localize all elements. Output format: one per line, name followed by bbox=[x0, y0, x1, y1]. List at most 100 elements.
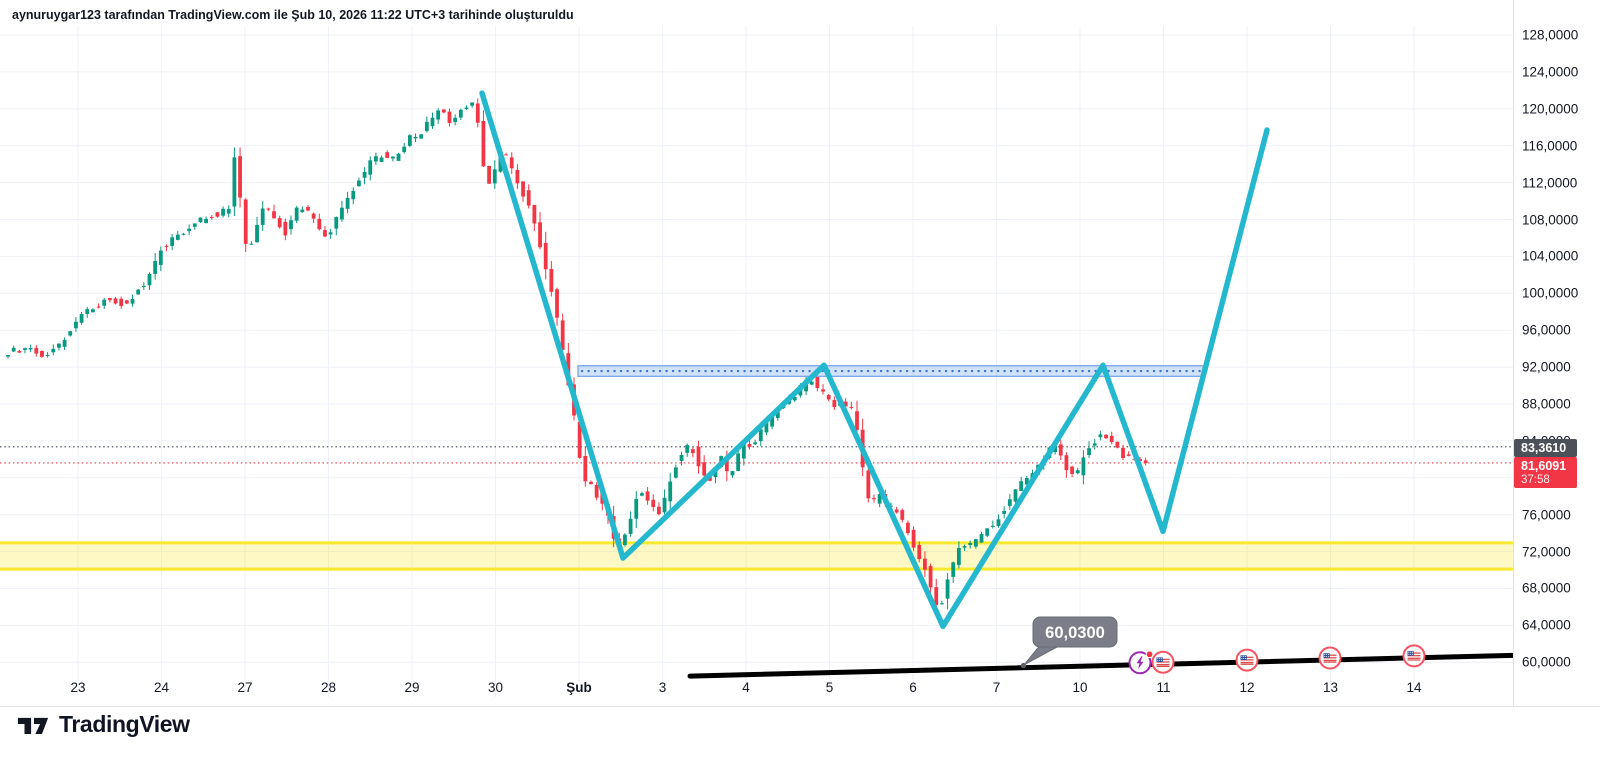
candle bbox=[79, 311, 84, 325]
tooltip-bubble bbox=[1032, 616, 1118, 648]
candle bbox=[543, 231, 548, 280]
candle bbox=[419, 134, 424, 139]
candle bbox=[973, 539, 978, 549]
candle bbox=[277, 215, 282, 229]
time-tick-label: 14 bbox=[1406, 680, 1422, 695]
candle bbox=[662, 489, 667, 515]
candle bbox=[504, 152, 508, 156]
candle bbox=[328, 228, 333, 239]
time-tick-label: 11 bbox=[1156, 680, 1171, 695]
candle bbox=[475, 98, 480, 128]
candle bbox=[758, 428, 763, 447]
yellow-zone-drawing[interactable] bbox=[0, 541, 1513, 571]
candle bbox=[679, 451, 684, 466]
candle bbox=[645, 486, 650, 505]
us-economic-event-icon[interactable] bbox=[1235, 648, 1259, 672]
candle bbox=[130, 294, 135, 307]
axis-separator-vertical bbox=[1513, 0, 1514, 706]
us-flag-icon bbox=[1240, 655, 1254, 665]
candle bbox=[23, 347, 27, 354]
candle bbox=[979, 531, 984, 543]
candle bbox=[906, 520, 910, 536]
candle bbox=[85, 306, 90, 319]
candle bbox=[1126, 451, 1131, 457]
time-tick-label: 13 bbox=[1322, 680, 1339, 695]
candle bbox=[470, 102, 475, 108]
candles-layer bbox=[6, 98, 1148, 613]
candle bbox=[951, 561, 956, 583]
candle bbox=[74, 316, 78, 332]
candle bbox=[1143, 457, 1148, 466]
candle bbox=[1109, 431, 1114, 445]
time-tick-label: 23 bbox=[70, 680, 86, 695]
candle bbox=[170, 233, 175, 251]
candle bbox=[583, 447, 588, 487]
candle bbox=[96, 303, 101, 309]
candle bbox=[928, 563, 933, 595]
us-economic-event-icon[interactable] bbox=[1151, 650, 1175, 674]
blue-zone-drawing[interactable] bbox=[577, 365, 1206, 377]
candle bbox=[51, 344, 56, 356]
candle bbox=[492, 160, 497, 189]
candle bbox=[323, 226, 327, 238]
us-economic-event-icon[interactable] bbox=[1402, 644, 1426, 668]
candle bbox=[153, 253, 158, 280]
candle bbox=[340, 200, 344, 222]
candle bbox=[226, 205, 231, 218]
price-tick-label: 60,0000 bbox=[1522, 654, 1571, 670]
candle bbox=[119, 296, 124, 309]
candle bbox=[1104, 434, 1108, 440]
last-price-label: 81,6091 37:58 bbox=[1514, 457, 1577, 488]
candle bbox=[272, 204, 276, 219]
candle bbox=[249, 241, 254, 245]
candle bbox=[1019, 476, 1024, 492]
candle bbox=[1075, 467, 1080, 475]
candle bbox=[549, 260, 554, 297]
us-flag-icon bbox=[1407, 651, 1421, 661]
candle bbox=[685, 443, 690, 457]
price-tick-label: 104,0000 bbox=[1522, 248, 1579, 264]
candle bbox=[1070, 465, 1074, 478]
candle bbox=[826, 394, 831, 402]
last-price-value: 81,6091 bbox=[1521, 459, 1567, 473]
candle bbox=[317, 213, 322, 231]
candle bbox=[379, 155, 384, 163]
candle bbox=[651, 494, 656, 512]
candle bbox=[640, 491, 644, 497]
candle bbox=[730, 470, 735, 478]
zigzag-pattern-drawing[interactable] bbox=[479, 90, 1270, 630]
candle bbox=[968, 540, 973, 549]
price-axis[interactable]: 128,0000 124,0000 120,0000 116,0000 112,0000… bbox=[1513, 0, 1600, 706]
candle bbox=[57, 343, 61, 351]
flash-event-icon[interactable] bbox=[1128, 650, 1154, 675]
candle bbox=[866, 462, 871, 503]
candle bbox=[441, 109, 446, 114]
tradingview-logo[interactable]: TradingView bbox=[16, 711, 190, 738]
candle bbox=[300, 206, 305, 213]
price-tick-label: 88,0000 bbox=[1522, 396, 1571, 412]
candle bbox=[747, 439, 752, 450]
candle bbox=[28, 344, 33, 353]
candle bbox=[204, 216, 208, 224]
candle bbox=[1098, 430, 1103, 441]
candle bbox=[232, 147, 237, 217]
time-axis[interactable]: 23 24 27 28 29 30 Şub 3 4 5 6 7 10 11 12 13 14 bbox=[0, 676, 1513, 706]
candle bbox=[385, 150, 390, 159]
candle bbox=[311, 212, 316, 223]
trendline-drawing[interactable] bbox=[687, 652, 1516, 679]
candle bbox=[136, 289, 141, 295]
candle bbox=[334, 216, 339, 236]
alert-price-label[interactable]: 83,3610 bbox=[1514, 439, 1577, 457]
candle bbox=[940, 600, 944, 605]
price-tick-label: 92,0000 bbox=[1522, 359, 1571, 375]
candle bbox=[62, 337, 67, 351]
time-tick-label: 10 bbox=[1072, 680, 1088, 695]
us-economic-event-icon[interactable] bbox=[1318, 646, 1342, 670]
grid-layer bbox=[0, 26, 1513, 697]
price-tooltip[interactable]: 60,0300 bbox=[1020, 616, 1118, 669]
candle bbox=[238, 147, 242, 208]
candle bbox=[657, 502, 661, 516]
attribution-text: aynuruygar123 tarafından TradingView.com… bbox=[12, 8, 574, 22]
candle bbox=[594, 482, 599, 501]
